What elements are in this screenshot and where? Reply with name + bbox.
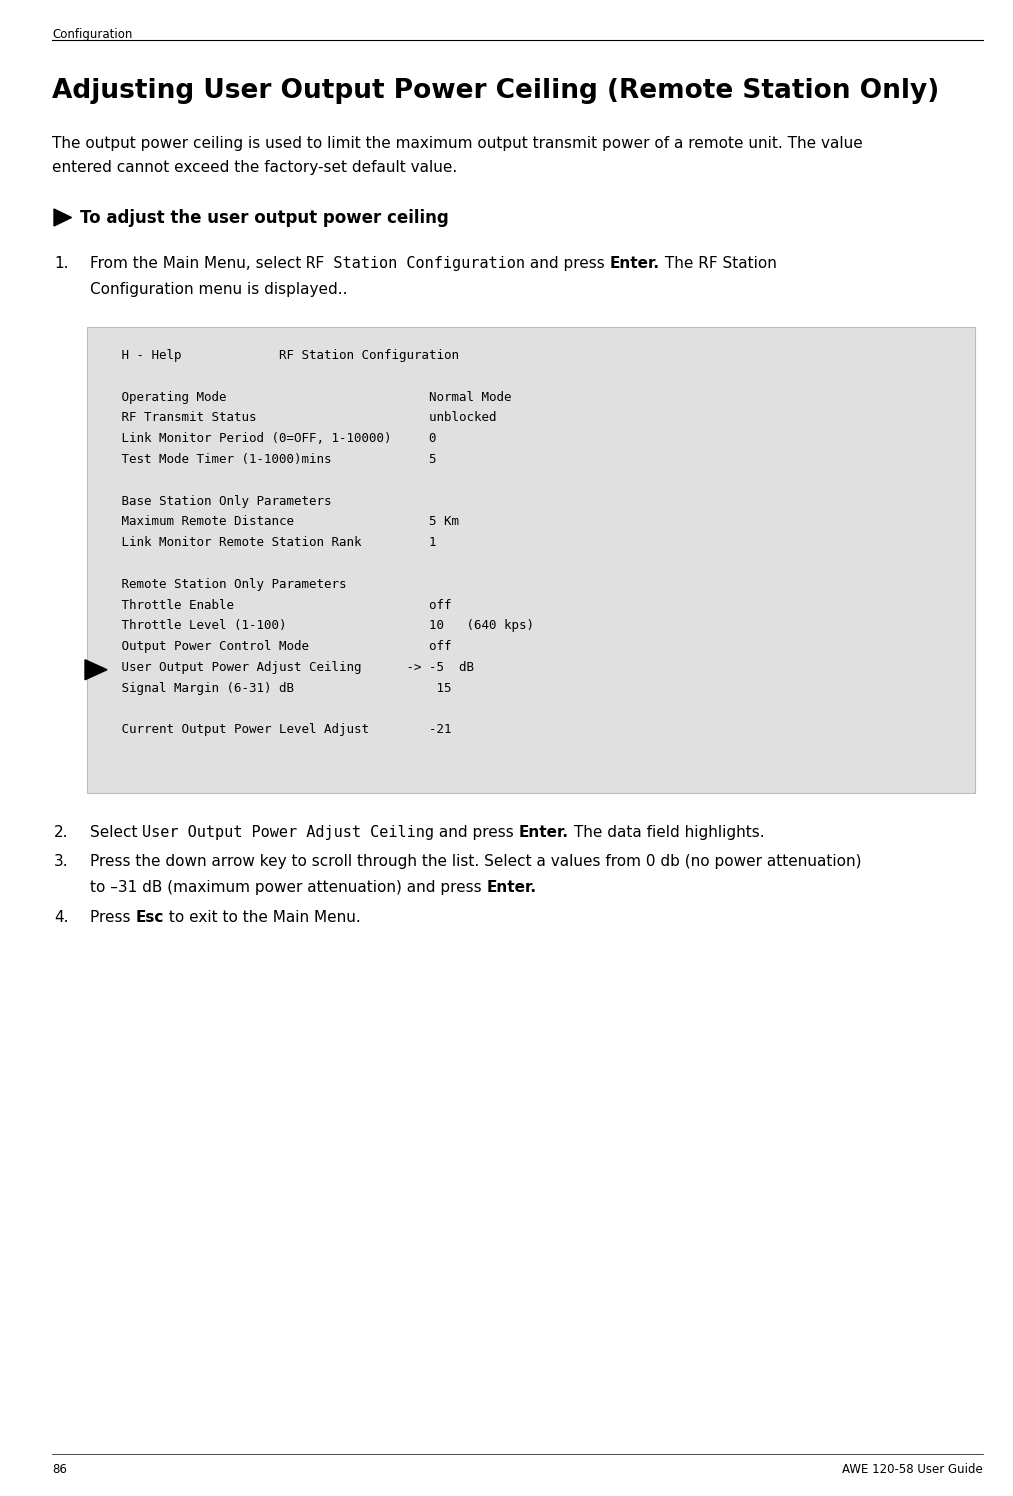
Text: Signal Margin (6-31) dB                   15: Signal Margin (6-31) dB 15 — [99, 682, 452, 694]
Text: Output Power Control Mode                off: Output Power Control Mode off — [99, 640, 452, 654]
Text: The RF Station: The RF Station — [659, 256, 777, 271]
Text: H - Help             RF Station Configuration: H - Help RF Station Configuration — [99, 349, 459, 362]
Text: 86: 86 — [52, 1463, 67, 1477]
Text: RF Station Configuration: RF Station Configuration — [306, 256, 526, 271]
Text: The output power ceiling is used to limit the maximum output transmit power of a: The output power ceiling is used to limi… — [52, 136, 863, 151]
Text: 3.: 3. — [54, 854, 69, 869]
Text: Configuration: Configuration — [52, 28, 133, 40]
Text: RF Transmit Status                       unblocked: RF Transmit Status unblocked — [99, 411, 496, 425]
Text: Adjusting User Output Power Ceiling (Remote Station Only): Adjusting User Output Power Ceiling (Rem… — [52, 78, 939, 105]
Text: entered cannot exceed the factory-set default value.: entered cannot exceed the factory-set de… — [52, 160, 457, 175]
Text: 4.: 4. — [54, 910, 69, 925]
Text: Press: Press — [90, 910, 136, 925]
Text: From the Main Menu, select: From the Main Menu, select — [90, 256, 306, 271]
Text: and press: and press — [435, 824, 519, 839]
Text: AWE 120-58 User Guide: AWE 120-58 User Guide — [842, 1463, 983, 1477]
Text: User Output Power Adjust Ceiling      -> -5  dB: User Output Power Adjust Ceiling -> -5 d… — [99, 661, 474, 675]
Text: Base Station Only Parameters: Base Station Only Parameters — [99, 495, 331, 507]
Polygon shape — [85, 660, 107, 679]
Text: to –31 dB (maximum power attenuation) and press: to –31 dB (maximum power attenuation) an… — [90, 880, 486, 895]
Text: Operating Mode                           Normal Mode: Operating Mode Normal Mode — [99, 390, 512, 404]
Text: to exit to the Main Menu.: to exit to the Main Menu. — [164, 910, 361, 925]
Text: Maximum Remote Distance                  5 Km: Maximum Remote Distance 5 Km — [99, 516, 459, 528]
Text: Enter.: Enter. — [486, 880, 537, 895]
Text: The data field highlights.: The data field highlights. — [569, 824, 765, 839]
Text: Remote Station Only Parameters: Remote Station Only Parameters — [99, 577, 346, 591]
Text: Press the down arrow key to scroll through the list. Select a values from 0 db (: Press the down arrow key to scroll throu… — [90, 854, 861, 869]
Text: To adjust the user output power ceiling: To adjust the user output power ceiling — [80, 209, 449, 227]
Text: Throttle Level (1-100)                   10   (640 kps): Throttle Level (1-100) 10 (640 kps) — [99, 619, 534, 633]
Text: and press: and press — [526, 256, 610, 271]
Text: Enter.: Enter. — [610, 256, 659, 271]
Text: 1.: 1. — [54, 256, 69, 271]
Text: Link Monitor Remote Station Rank         1: Link Monitor Remote Station Rank 1 — [99, 536, 437, 549]
Polygon shape — [54, 209, 72, 226]
Text: Current Output Power Level Adjust        -21: Current Output Power Level Adjust -21 — [99, 724, 452, 736]
Text: Esc: Esc — [136, 910, 164, 925]
Text: Throttle Enable                          off: Throttle Enable off — [99, 598, 452, 612]
Text: Configuration menu is displayed..: Configuration menu is displayed.. — [90, 283, 347, 298]
Text: Link Monitor Period (0=OFF, 1-10000)     0: Link Monitor Period (0=OFF, 1-10000) 0 — [99, 432, 437, 446]
Text: Select: Select — [90, 824, 143, 839]
Bar — [87, 328, 975, 793]
Text: 2.: 2. — [54, 824, 69, 839]
Text: Enter.: Enter. — [519, 824, 569, 839]
Text: Test Mode Timer (1-1000)mins             5: Test Mode Timer (1-1000)mins 5 — [99, 453, 437, 465]
Text: User Output Power Adjust Ceiling: User Output Power Adjust Ceiling — [143, 824, 435, 839]
